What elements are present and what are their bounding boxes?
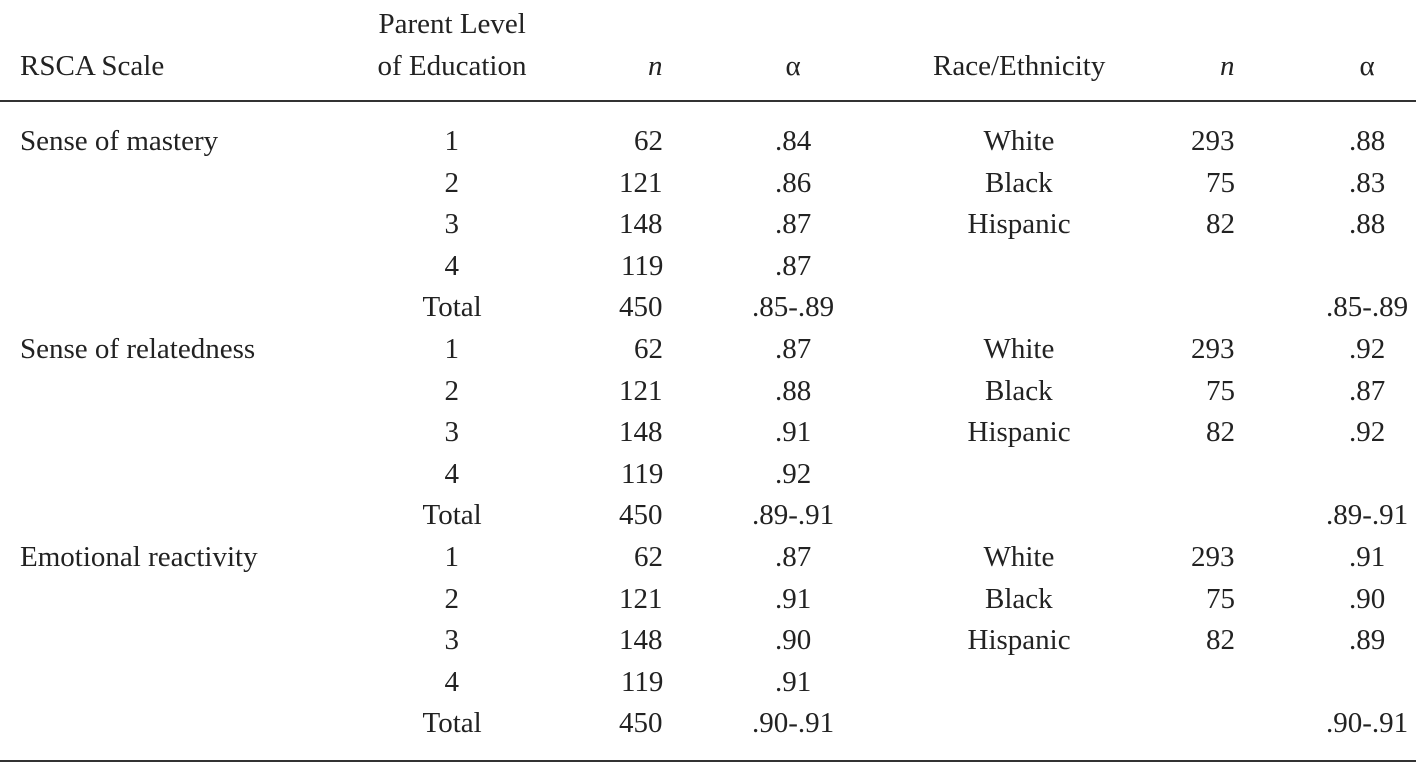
column-header: Parent Level xyxy=(378,8,526,40)
table-cell: .88 xyxy=(1349,208,1386,241)
table-cell: 119 xyxy=(621,665,664,698)
table-cell: .87 xyxy=(775,541,812,573)
table-cell: .88 xyxy=(1349,125,1386,157)
table-cell: White xyxy=(983,541,1055,573)
header-rule xyxy=(0,100,1416,102)
table-cell: 121 xyxy=(619,374,663,407)
table-cell: Black xyxy=(985,374,1053,407)
table-cell: 2 xyxy=(444,582,460,615)
column-header: n xyxy=(1220,50,1235,82)
table-cell: Emotional reactivity xyxy=(20,541,258,573)
table-cell: .89 xyxy=(1349,624,1386,657)
table-cell: Sense of mastery xyxy=(20,125,219,157)
table-cell: .87 xyxy=(775,333,812,365)
table-cell: .91 xyxy=(775,416,812,449)
table-cell: 1 xyxy=(444,125,460,157)
table-cell: 293 xyxy=(1191,541,1235,573)
table-cell: .89-.91 xyxy=(1326,499,1409,532)
table-cell: 4 xyxy=(444,665,460,698)
table-cell: Hispanic xyxy=(967,416,1071,449)
table-cell: 75 xyxy=(1206,374,1235,407)
table-cell: .91 xyxy=(1349,541,1386,573)
table-cell: 82 xyxy=(1206,416,1235,449)
table-cell: 148 xyxy=(619,416,663,449)
table-cell: 3 xyxy=(444,208,460,241)
table-cell: 293 xyxy=(1191,125,1235,157)
column-header: n xyxy=(648,50,663,82)
table-cell: .87 xyxy=(775,249,812,282)
table-cell: 450 xyxy=(619,291,663,324)
table-cell: 450 xyxy=(619,499,663,532)
table-cell: .91 xyxy=(775,665,812,698)
table-cell: 4 xyxy=(444,457,460,490)
table-cell: 62 xyxy=(634,333,663,365)
column-header: of Education xyxy=(377,50,527,82)
table-cell: 62 xyxy=(634,541,663,573)
table-cell: 148 xyxy=(619,208,663,241)
table-cell: .90-.91 xyxy=(1326,707,1409,740)
table-cell: White xyxy=(983,125,1055,157)
table-cell: .90 xyxy=(1349,582,1386,615)
table-cell: .92 xyxy=(1349,333,1386,365)
table-cell: 3 xyxy=(444,624,460,657)
table-cell: 450 xyxy=(619,707,663,740)
column-header: α xyxy=(785,50,801,82)
table-cell: 293 xyxy=(1191,333,1235,365)
table-cell: Black xyxy=(985,166,1053,199)
table-cell: 119 xyxy=(621,249,664,282)
table-cell: Sense of relatedness xyxy=(20,333,256,365)
table-cell: .87 xyxy=(1349,374,1386,407)
table-cell: 75 xyxy=(1206,582,1235,615)
table-cell: .85-.89 xyxy=(752,291,835,324)
table-cell: .92 xyxy=(1349,416,1386,449)
table-cell: .84 xyxy=(775,125,812,157)
table-cell: .85-.89 xyxy=(1326,291,1409,324)
table-cell: 119 xyxy=(621,457,664,490)
table-cell: .90-.91 xyxy=(752,707,835,740)
table-cell: 2 xyxy=(444,166,460,199)
table-cell: 2 xyxy=(444,374,460,407)
table-cell: .88 xyxy=(775,374,812,407)
table-cell: .90 xyxy=(775,624,812,657)
column-header: Race/Ethnicity xyxy=(933,50,1106,82)
table-cell: .89-.91 xyxy=(752,499,835,532)
table-cell: 4 xyxy=(444,249,460,282)
table-cell: White xyxy=(983,333,1055,365)
column-header: α xyxy=(1359,50,1375,82)
table-cell: .91 xyxy=(775,582,812,615)
table-cell: .87 xyxy=(775,208,812,241)
table-cell: 1 xyxy=(444,333,460,365)
table-cell: 148 xyxy=(619,624,663,657)
table-cell: .86 xyxy=(775,166,812,199)
table-cell: 82 xyxy=(1206,624,1235,657)
column-header: RSCA Scale xyxy=(20,50,165,82)
table-cell: Total xyxy=(422,707,482,740)
table-cell: .83 xyxy=(1349,166,1386,199)
table-cell: Hispanic xyxy=(967,624,1071,657)
table-cell: 121 xyxy=(619,166,663,199)
table-cell: 3 xyxy=(444,416,460,449)
table-cell: 75 xyxy=(1206,166,1235,199)
table-cell: 121 xyxy=(619,582,663,615)
table-cell: 82 xyxy=(1206,208,1235,241)
table-cell: .92 xyxy=(775,457,812,490)
table-cell: Total xyxy=(422,499,482,532)
bottom-rule xyxy=(0,760,1416,762)
table-cell: Total xyxy=(422,291,482,324)
table-cell: 1 xyxy=(444,541,460,573)
table-cell: 62 xyxy=(634,125,663,157)
table-cell: Black xyxy=(985,582,1053,615)
table-cell: Hispanic xyxy=(967,208,1071,241)
